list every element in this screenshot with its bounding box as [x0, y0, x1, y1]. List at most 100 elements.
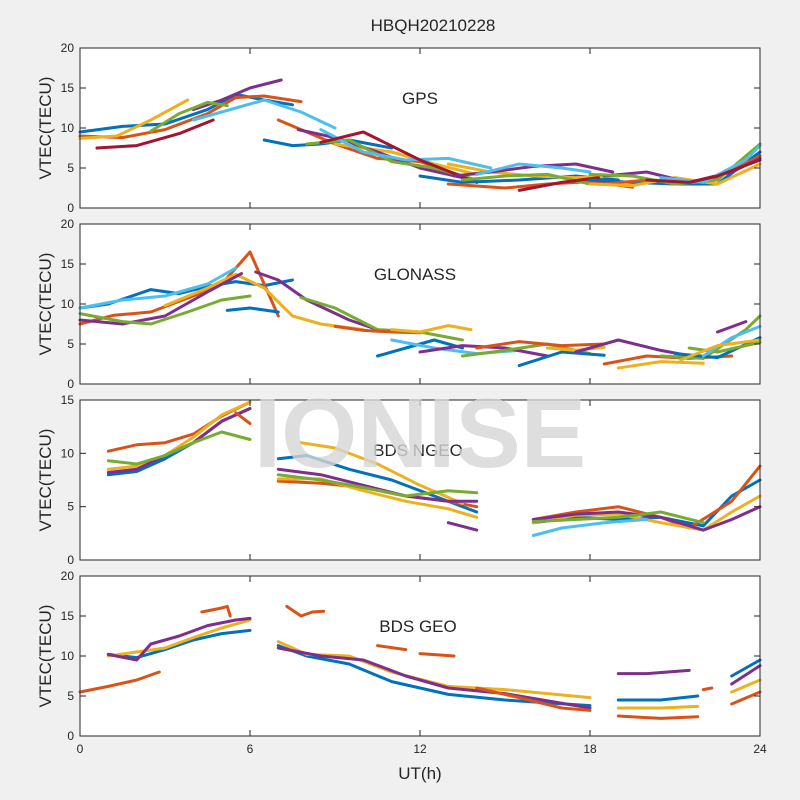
x-tick-label: 24	[753, 742, 767, 756]
series-group	[106, 400, 762, 537]
y-axis-label: VTEC(TECU)	[36, 605, 55, 708]
series-line	[531, 510, 705, 525]
y-tick-label: 0	[67, 201, 74, 215]
series-line	[716, 320, 748, 334]
series-line	[730, 690, 762, 706]
series-line	[78, 272, 243, 326]
series-line	[475, 340, 606, 350]
series-line	[531, 518, 649, 537]
y-axis-label: VTEC(TECU)	[36, 77, 55, 180]
y-tick-label: 15	[61, 393, 75, 407]
y-tick-label: 5	[67, 500, 74, 514]
series-line	[475, 162, 592, 176]
x-axis-label: UT(h)	[398, 764, 441, 783]
series-line	[376, 644, 408, 652]
series-line	[319, 130, 479, 184]
y-axis-label: VTEC(TECU)	[36, 253, 55, 356]
y-tick-label: 10	[61, 446, 75, 460]
series-line	[78, 94, 303, 140]
series-line	[163, 272, 365, 332]
series-line	[200, 604, 232, 618]
x-tick-label: 18	[583, 742, 597, 756]
x-tick-label: 0	[77, 742, 84, 756]
series-line	[730, 664, 762, 686]
series-line	[276, 644, 592, 708]
y-tick-label: 5	[67, 161, 74, 175]
series-line	[475, 686, 592, 712]
series-line	[616, 704, 700, 710]
chart-panel: 0 5 10 15 VTEC(TECU) BDS NGEO	[36, 393, 762, 567]
series-line	[191, 78, 283, 112]
series-line	[78, 294, 252, 326]
series-line	[390, 324, 473, 334]
chart-panel: 0 6 12 18 24 0 5 10 15 20 VTEC(TECU) BDS GEO	[36, 569, 767, 756]
y-tick-label: 5	[67, 689, 74, 703]
series-line	[531, 505, 762, 532]
plot-area	[80, 400, 760, 560]
series-line	[78, 670, 161, 694]
series-line	[659, 144, 762, 184]
y-tick-label: 10	[61, 297, 75, 311]
series-line	[730, 678, 762, 694]
series-line	[106, 616, 252, 662]
y-tick-label: 0	[67, 553, 74, 567]
series-line	[285, 604, 326, 618]
panel-label: BDS NGEO	[373, 441, 463, 460]
series-line	[225, 306, 280, 314]
series-line	[645, 158, 762, 184]
series-line	[106, 628, 252, 660]
y-tick-label: 0	[67, 729, 74, 743]
y-tick-label: 10	[61, 649, 75, 663]
chart-panel: 0 5 10 15 20 VTEC(TECU) GPS	[36, 41, 762, 215]
panels: 0 5 10 15 20 VTEC(TECU) GPS 0 5 10 15 20 VTEC(TECU) G…	[36, 41, 767, 756]
series-line	[299, 296, 464, 342]
series-line	[106, 430, 252, 466]
series-group	[78, 78, 762, 192]
series-line	[616, 714, 700, 720]
y-tick-label: 20	[61, 217, 75, 231]
y-tick-label: 15	[61, 81, 75, 95]
plot-area	[80, 224, 760, 384]
y-tick-label: 5	[67, 337, 74, 351]
series-group	[78, 604, 762, 720]
series-line	[679, 338, 762, 362]
series-line	[106, 618, 252, 658]
series-line	[106, 400, 252, 471]
series-line	[78, 250, 280, 326]
series-line	[461, 172, 592, 186]
series-line	[687, 340, 762, 354]
series-line	[149, 100, 229, 133]
series-line	[78, 266, 238, 310]
panel-label: GLONASS	[374, 265, 456, 284]
series-line	[78, 98, 190, 140]
series-line	[276, 454, 479, 514]
y-tick-label: 15	[61, 609, 75, 623]
series-line	[730, 658, 762, 678]
series-line	[517, 176, 600, 192]
x-tick-label: 12	[413, 742, 427, 756]
series-line	[333, 324, 422, 335]
x-tick-label: 6	[247, 742, 254, 756]
y-tick-label: 20	[61, 569, 75, 583]
y-tick-label: 15	[61, 257, 75, 271]
plot-area	[80, 576, 760, 736]
series-group	[78, 250, 762, 370]
chart-panel: 0 5 10 15 20 VTEC(TECU) GLONASS	[36, 217, 762, 391]
y-tick-label: 10	[61, 121, 75, 135]
panel-label: GPS	[402, 89, 438, 108]
watermark: IONISE	[254, 378, 586, 488]
panel-label: BDS GEO	[379, 617, 456, 636]
series-line	[546, 345, 606, 352]
series-line	[701, 686, 714, 692]
y-tick-label: 20	[61, 41, 75, 55]
series-line	[446, 521, 479, 532]
series-line	[95, 118, 215, 150]
series-line	[616, 360, 705, 370]
series-line	[701, 324, 762, 358]
series-line	[296, 128, 464, 180]
series-line	[319, 128, 493, 170]
series-line	[517, 350, 606, 368]
series-line	[418, 652, 456, 658]
y-tick-label: 0	[67, 377, 74, 391]
